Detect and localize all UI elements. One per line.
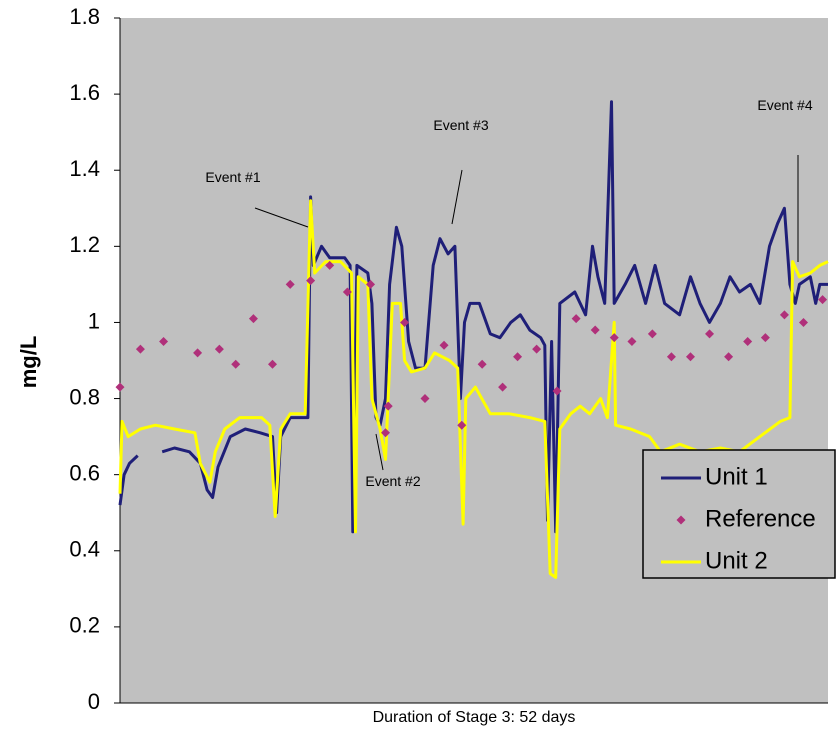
reference-point (267, 359, 277, 369)
reference-point (627, 336, 637, 346)
y-tick-label: 1.6 (69, 80, 100, 105)
reference-point (743, 336, 753, 346)
y-tick-label: 1 (88, 308, 100, 333)
y-tick-label: 0.2 (69, 613, 100, 638)
plot-area (120, 18, 828, 703)
legend-label: Unit 2 (705, 547, 768, 574)
reference-point (420, 394, 430, 404)
reference-point (666, 352, 676, 362)
legend-label: Reference (705, 505, 816, 532)
reference-point (705, 329, 715, 339)
reference-point (552, 386, 562, 396)
annotation: Event #1 (205, 169, 261, 185)
reference-point (285, 279, 295, 289)
reference-point (724, 352, 734, 362)
reference-point (366, 279, 376, 289)
reference-point (513, 352, 523, 362)
reference-point (457, 420, 467, 430)
reference-point (779, 310, 789, 320)
reference-point (609, 333, 619, 343)
reference-point (214, 344, 224, 354)
y-tick-label: 0.4 (69, 537, 100, 562)
reference-point (193, 348, 203, 358)
reference-point (439, 340, 449, 350)
reference-point (135, 344, 145, 354)
reference-point (498, 382, 508, 392)
x-axis-label: Duration of Stage 3: 52 days (373, 709, 576, 726)
reference-point (590, 325, 600, 335)
reference-point (760, 333, 770, 343)
annotation: Event #2 (365, 473, 421, 489)
reference-point (647, 329, 657, 339)
y-tick-label: 1.4 (69, 156, 100, 181)
reference-point (231, 359, 241, 369)
reference-point (383, 401, 393, 411)
reference-point (818, 295, 828, 305)
reference-point (342, 287, 352, 297)
reference-point (325, 260, 335, 270)
y-axis-label: mg/L (16, 336, 41, 389)
reference-point (248, 314, 258, 324)
y-tick-label: 1.2 (69, 232, 100, 257)
reference-point (115, 382, 125, 392)
reference-point (532, 344, 542, 354)
reference-point (159, 336, 169, 346)
legend-marker (676, 515, 686, 525)
y-tick-label: 1.8 (69, 4, 100, 29)
reference-point (571, 314, 581, 324)
annotation-pointer (375, 433, 384, 471)
reference-point (685, 352, 695, 362)
legend-box (642, 449, 836, 579)
reference-point (306, 276, 316, 286)
annotation-pointer (254, 207, 309, 228)
reference-point (381, 428, 390, 438)
series-line (118, 199, 829, 579)
y-tick-label: 0.6 (69, 460, 100, 485)
y-tick-label: 0 (88, 689, 100, 714)
annotation: Event #3 (433, 117, 489, 133)
reference-point (798, 317, 808, 327)
series-line (118, 100, 828, 534)
annotation: Event #4 (757, 97, 813, 113)
reference-point (477, 359, 487, 369)
annotation-pointer (451, 169, 463, 225)
legend-label: Unit 1 (705, 463, 768, 490)
y-tick-label: 0.8 (69, 384, 100, 409)
reference-point (400, 317, 410, 327)
